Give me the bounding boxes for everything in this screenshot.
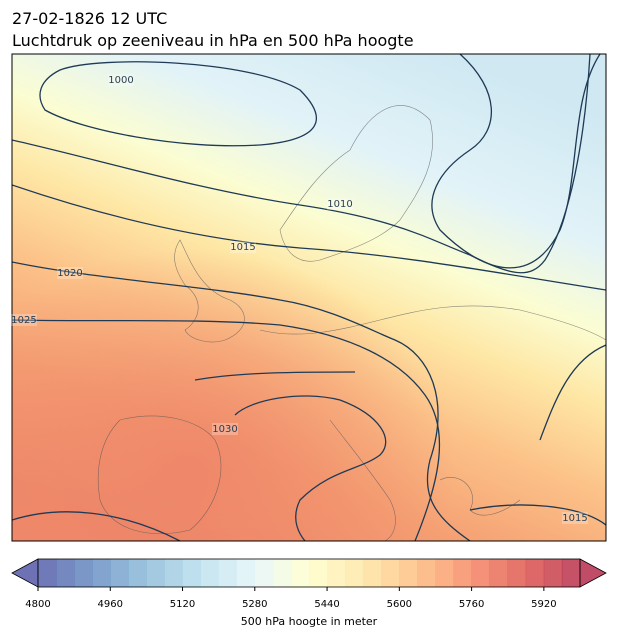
colorbar-cell [489, 559, 509, 587]
colorbar-cell [435, 559, 454, 587]
colorbar-cell [453, 559, 472, 587]
colorbar-cell [561, 559, 581, 587]
isobar-label-bg [57, 267, 83, 279]
isobar-label-bg [212, 423, 238, 435]
colorbar-tick-label: 5120 [170, 599, 195, 610]
isobar-label-bg [562, 512, 588, 524]
isobar-label: 1015 [230, 242, 255, 253]
map [12, 54, 606, 541]
isobar-label: 1010 [327, 199, 352, 210]
isobar-label: 1000 [108, 75, 133, 86]
colorbar-label: 500 hPa hoogte in meter [241, 615, 378, 628]
colorbar-cell [290, 559, 310, 587]
colorbar-extend-high [579, 558, 607, 588]
isobar-label: 1025 [11, 315, 36, 326]
colorbar-frame [37, 558, 581, 588]
colorbar-cell [146, 559, 165, 587]
isobar-label: 1015 [562, 513, 587, 524]
colorbar-cell [543, 559, 563, 587]
colorbar-cell [56, 559, 75, 587]
colorbar-tick-label: 5280 [242, 599, 267, 610]
colorbar-cell [309, 559, 328, 587]
colorbar-cell [345, 559, 364, 587]
colorbar-cell [74, 559, 93, 587]
colorbar-extend-low [11, 558, 39, 588]
isobar-label-bg [230, 241, 256, 253]
title-line: 27-02-1826 12 UTC [12, 9, 167, 28]
colorbar-cell [254, 559, 274, 587]
colorbar-cell [381, 559, 400, 587]
colorbar-cell [399, 559, 418, 587]
colorbar-cell [182, 559, 201, 587]
colorbar-cell [507, 559, 527, 587]
map-frame [11, 53, 607, 542]
title-line: Luchtdruk op zeeniveau in hPa en 500 hPa… [12, 31, 414, 50]
colorbar-cell [128, 559, 147, 587]
colorbar-cell [164, 559, 183, 587]
colorbar-cell [92, 559, 111, 587]
colorbar-cell [272, 559, 292, 587]
colorbar-cell [363, 559, 382, 587]
isobar-label: 1030 [212, 424, 237, 435]
colorbar-tick-label: 4800 [25, 599, 50, 610]
colorbar-cell [38, 559, 57, 587]
isobar-label-bg [327, 198, 353, 210]
colorbar-tick-label: 5920 [531, 599, 556, 610]
colorbar-cell [327, 559, 346, 587]
isobars [12, 54, 606, 541]
colorbar-cell [110, 559, 129, 587]
colorbar-tick-label: 5600 [387, 599, 412, 610]
map-shading [12, 54, 606, 541]
colorbar-tick-label: 5760 [459, 599, 484, 610]
colorbar-cell [471, 559, 490, 587]
colorbar-tick-label: 5440 [314, 599, 339, 610]
isobar-label-bg [11, 314, 37, 326]
colorbar-cell [236, 559, 256, 587]
isobar-label: 1020 [57, 268, 82, 279]
colorbar-cell [218, 559, 238, 587]
colorbar-cell [417, 559, 436, 587]
colorbar-cell [525, 559, 545, 587]
colorbar-cell [200, 559, 219, 587]
colorbar-tick-label: 4960 [98, 599, 123, 610]
isobar-label-bg [108, 74, 134, 86]
